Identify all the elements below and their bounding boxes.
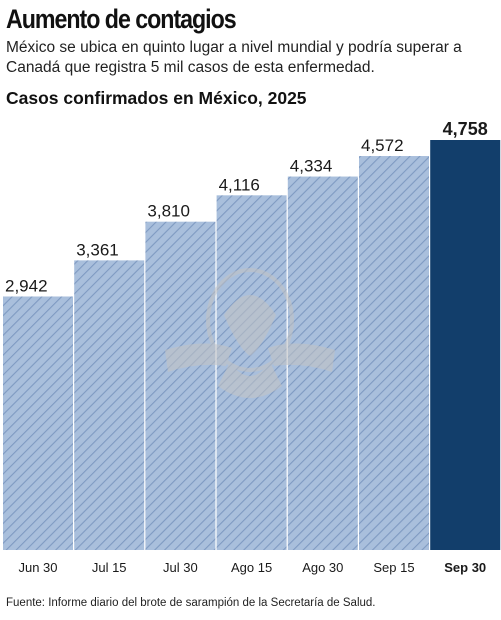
category-label: Ago 30: [302, 560, 343, 575]
category-label: Ago 15: [231, 560, 272, 575]
bar-jul-15: [74, 260, 145, 550]
bar-chart: 2,942 3,361 3,810 4,116 4,334 4,572 4,758 Jun …: [3, 119, 501, 575]
category-labels-group: Jun 30 Jul 15 Jul 30 Ago 15 Ago 30 Sep 15 Sep …: [18, 560, 486, 575]
category-label: Jul 15: [92, 560, 127, 575]
value-label: 4,572: [361, 136, 404, 155]
value-label: 3,361: [76, 240, 119, 259]
value-labels-group: 2,942 3,361 3,810 4,116 4,334 4,572 4,758: [5, 119, 488, 295]
bar-sep-15: [359, 156, 429, 550]
chart-heading: Casos confirmados en México, 2025: [6, 88, 307, 108]
category-label: Sep 15: [373, 560, 414, 575]
value-label: 4,116: [219, 175, 260, 194]
category-label: Jul 30: [163, 560, 198, 575]
value-label: 2,942: [5, 276, 48, 295]
value-label: 4,334: [290, 157, 333, 176]
bar-jun-30: [3, 296, 73, 550]
value-label: 3,810: [147, 202, 190, 221]
bar-jul-30: [145, 221, 216, 550]
chart-title-main: Aumento de contagios: [6, 4, 237, 34]
bar-sep-30: [430, 140, 501, 550]
chart-subtitle: México se ubica en quinto lugar a nivel …: [6, 39, 462, 76]
category-label: Sep 30: [444, 560, 486, 575]
category-label: Jun 30: [18, 560, 57, 575]
eagle-seal-icon: [165, 268, 335, 398]
source-note: Fuente: Informe diario del brote de sara…: [6, 597, 376, 609]
value-label: 4,758: [443, 119, 488, 139]
